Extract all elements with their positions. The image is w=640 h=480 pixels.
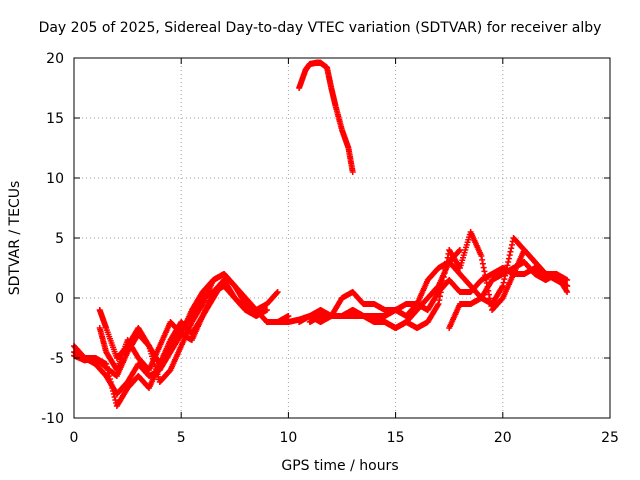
data-point (110, 388, 117, 394)
data-point (221, 277, 228, 283)
data-point (440, 274, 447, 280)
x-tick-label: 15 (387, 430, 405, 446)
data-point (506, 252, 513, 259)
data-point (110, 391, 117, 397)
data-point (500, 279, 507, 286)
y-tick-label: 20 (46, 51, 64, 67)
series-track-10 (446, 235, 571, 331)
data-point (437, 289, 444, 296)
data-point (564, 289, 571, 295)
series-track-5 (71, 277, 228, 379)
data-point (478, 253, 485, 259)
x-tick-label: 0 (70, 430, 79, 446)
series-track-9 (306, 259, 571, 325)
data-point (285, 313, 292, 319)
data-point (349, 169, 356, 175)
data-point (505, 259, 512, 265)
data-point (242, 307, 249, 313)
y-tick-label: 10 (46, 171, 64, 187)
data-point (106, 376, 113, 382)
axis-ticks: 0 5 10 15 20 25 -10 -5 0 5 10 15 20 (41, 51, 619, 446)
data-point (112, 397, 119, 403)
x-axis-label: GPS time / hours (281, 458, 398, 474)
data-point (438, 285, 445, 292)
data-point (439, 281, 446, 288)
data-point (479, 260, 486, 267)
data-point (437, 293, 444, 300)
data-point (486, 291, 493, 298)
y-tick-label: 15 (46, 111, 64, 127)
data-point (504, 262, 511, 269)
data-point (479, 256, 486, 263)
data-point (456, 247, 463, 253)
data-point (508, 245, 515, 252)
y-tick-label: -5 (50, 351, 64, 367)
y-axis-label: SDTVAR / TECUs (7, 181, 23, 296)
data-point (508, 241, 515, 248)
data-point (501, 276, 508, 283)
x-tick-label: 20 (494, 430, 512, 446)
data-point (503, 265, 510, 272)
y-tick-label: 0 (55, 291, 64, 307)
data-point (107, 379, 114, 385)
data-point (444, 254, 451, 261)
data-point (435, 301, 442, 307)
data-point (482, 276, 489, 283)
data-point (505, 255, 512, 262)
data-point (109, 385, 116, 391)
data-point (442, 266, 449, 273)
x-tick-label: 5 (177, 430, 186, 446)
data-point (480, 264, 487, 271)
data-point (507, 248, 514, 255)
data-points (71, 59, 571, 409)
data-point (441, 270, 448, 277)
y-tick-label: -10 (41, 411, 64, 427)
chart-title: Day 205 of 2025, Sidereal Day-to-day VTE… (39, 20, 602, 36)
data-point (482, 272, 489, 279)
data-point (436, 297, 443, 304)
data-point (220, 277, 227, 284)
data-point (108, 382, 115, 388)
series-track-11 (296, 59, 356, 175)
data-point (456, 247, 463, 254)
data-point (564, 277, 571, 283)
data-point (481, 268, 488, 275)
data-point (241, 306, 248, 313)
x-tick-label: 25 (601, 430, 619, 446)
data-point (263, 307, 270, 313)
data-point (273, 289, 280, 296)
series-track-8 (306, 229, 571, 331)
y-tick-label: 5 (55, 231, 64, 247)
data-point (111, 394, 118, 400)
data-point (274, 289, 281, 295)
series-track-4 (96, 283, 249, 373)
x-tick-label: 10 (279, 430, 297, 446)
data-point (440, 277, 447, 284)
data-point (502, 269, 509, 276)
data-point (106, 373, 113, 379)
data-point (499, 283, 506, 289)
data-point (502, 272, 509, 279)
